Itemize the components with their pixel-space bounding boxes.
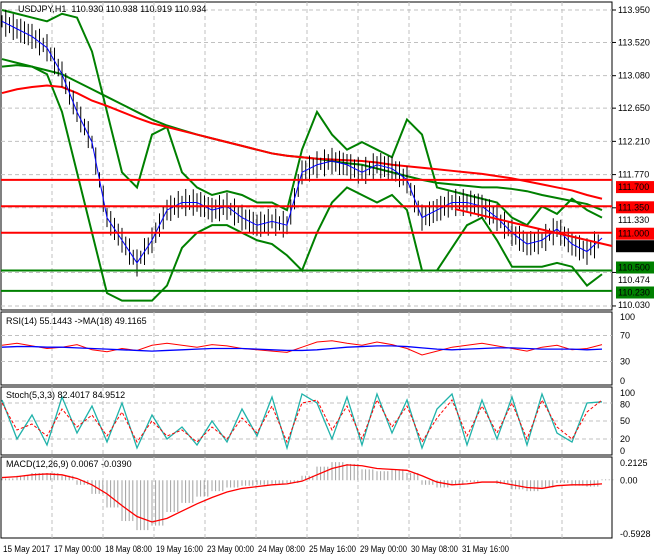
time-label: 17 May 00:00	[54, 544, 101, 554]
macd-tick-label: 0.00	[620, 475, 638, 485]
time-label: 23 May 00:00	[207, 544, 254, 554]
macd-title: MACD(12,26,9) 0.0067 -0.0390	[6, 459, 132, 469]
price-tick-label: 110.030	[618, 300, 650, 310]
rsi-tick-label: 100	[620, 312, 635, 322]
time-label: 24 May 08:00	[258, 544, 305, 554]
rsi-line	[1, 340, 603, 356]
time-label: 18 May 08:00	[105, 544, 152, 554]
level-label-111.700: 111.700	[618, 182, 649, 192]
price-tick-label: 112.650	[618, 103, 650, 113]
ohlc-values: 110.930 110.938 110.919 110.934	[71, 4, 207, 14]
stoch-title: Stoch(5,3,3) 82.4017 84.9512	[6, 390, 126, 400]
time-label: 29 May 00:00	[360, 544, 407, 554]
price-tick-label: 113.520	[618, 37, 650, 47]
level-label-110.500: 110.500	[618, 263, 650, 273]
price-tick-label: 112.210	[618, 136, 650, 146]
level-label-110.230: 110.230	[618, 288, 650, 298]
price-tick-label: 113.080	[618, 71, 650, 81]
current-price-label-bg	[616, 240, 654, 253]
level-label-110.500-bg	[616, 261, 654, 274]
rsi-ma-line	[1, 345, 603, 352]
macd-signal-line	[1, 464, 603, 523]
time-label: 19 May 16:00	[156, 544, 203, 554]
time-label: 30 May 08:00	[411, 544, 458, 554]
level-label-111.350-bg	[616, 201, 654, 214]
symbol-label: USDJPY,H1	[18, 4, 67, 14]
time-label: 25 May 16:00	[309, 544, 356, 554]
trendline	[454, 208, 613, 247]
stoch-signal-line	[1, 398, 603, 444]
macd-tick-label: -0.5928	[620, 529, 651, 539]
level-label-111.000: 111.000	[618, 229, 649, 239]
level-label-111.350: 111.350	[618, 202, 649, 212]
price-ma-fast	[1, 20, 603, 264]
time-label: 15 May 2017	[3, 544, 50, 554]
level-label-111.000-bg	[616, 227, 654, 240]
price-tick-label: 111.330	[618, 215, 649, 225]
stoch-tick-label: 80	[620, 400, 630, 410]
rsi-title: RSI(14) 55.1443 ->MA(18) 49.1165	[6, 316, 147, 326]
price-tick-label: 110.474	[618, 275, 650, 285]
panel-frame-3	[0, 456, 613, 539]
current-price-label: 110.934	[618, 241, 650, 251]
stoch-tick-label: 100	[620, 388, 635, 398]
level-label-111.700-bg	[616, 181, 654, 194]
rsi-tick-label: 30	[620, 357, 630, 367]
bollinger-upper	[1, 9, 603, 227]
symbol-header: USDJPY,H1 110.930 110.938 110.919 110.93…	[18, 4, 206, 14]
time-label: 31 May 16:00	[462, 544, 509, 554]
stoch-main-line	[1, 391, 603, 451]
rsi-tick-label: 0	[620, 376, 625, 386]
stoch-tick-label: 0	[620, 446, 625, 456]
moving-average-red	[1, 84, 603, 200]
price-tick-label: 113.950	[618, 5, 650, 15]
price-tick-label: 111.770	[618, 170, 649, 180]
rsi-tick-label: 70	[620, 331, 630, 341]
stoch-tick-label: 20	[620, 434, 630, 444]
macd-tick-label: 0.2125	[620, 458, 648, 468]
stoch-tick-label: 50	[620, 416, 630, 426]
level-label-110.230-bg	[616, 286, 654, 299]
